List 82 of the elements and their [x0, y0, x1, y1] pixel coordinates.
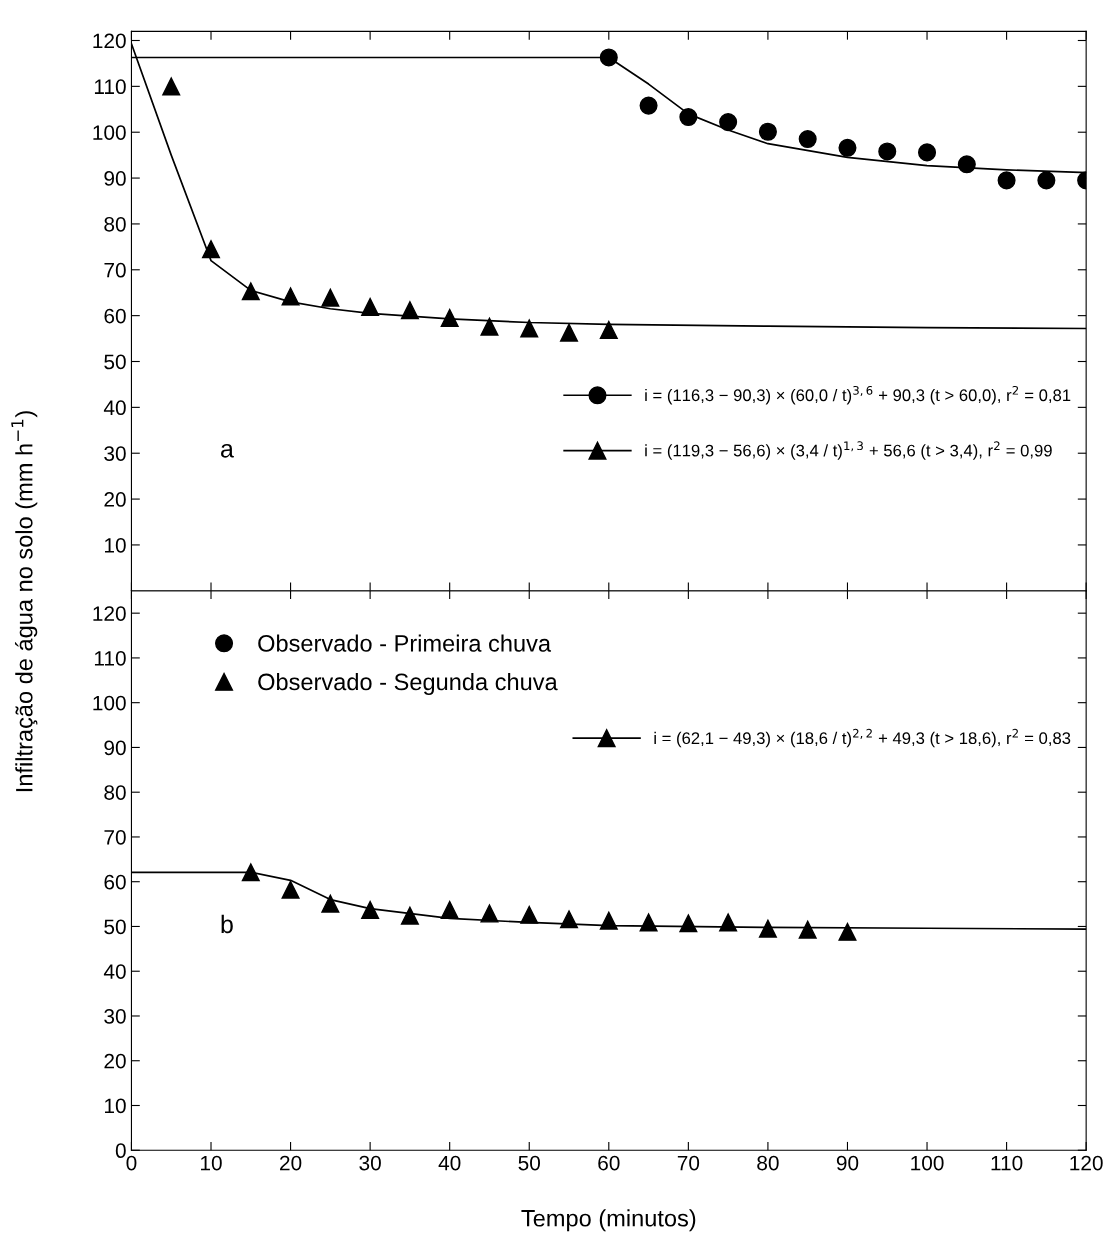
point — [321, 288, 340, 307]
x-tick-label: 120 — [1070, 1155, 1103, 1171]
y-tick-label: 50 — [104, 354, 126, 370]
y-tick-label: 40 — [103, 400, 126, 416]
point — [758, 122, 777, 141]
point — [440, 900, 459, 919]
y-tick-label: 120 — [93, 33, 126, 49]
y-tick-label: 50 — [104, 919, 126, 935]
point — [400, 301, 419, 320]
y-tick-label: 10 — [105, 537, 126, 553]
point — [440, 308, 459, 327]
point — [559, 323, 579, 342]
y-tick-label: 20 — [104, 1053, 126, 1069]
y-tick-label: 70 — [104, 262, 126, 278]
y-tick-label: 120 — [93, 606, 126, 621]
legend-label: i = (116,3 − 90,3) × (60,0 / t)$^{3,6}$ + 90,3 (t > 60,0), r$^{2}$ = 0,81 — [645, 385, 1071, 405]
y-tick-label: 90 — [104, 171, 126, 186]
y-tick-label: 10 — [105, 1098, 126, 1114]
x-tick-label: 60 — [598, 1155, 620, 1171]
point — [798, 920, 817, 939]
point — [281, 287, 300, 306]
point — [599, 320, 618, 339]
y-tick-label: 60 — [104, 874, 126, 890]
y-tick-label: 100 — [93, 125, 126, 140]
point — [798, 130, 817, 149]
point — [957, 155, 976, 174]
point — [281, 880, 300, 899]
x-tick-label: 80 — [757, 1155, 779, 1171]
y-tick-label: 60 — [104, 308, 126, 324]
y-tick-label: 80 — [104, 216, 126, 232]
point — [400, 906, 419, 925]
point — [758, 919, 777, 938]
x-tick-label: 110 — [991, 1155, 1023, 1171]
x-tick-label: 100 — [911, 1155, 944, 1171]
legend-label: Observado - Segunda chuva — [258, 672, 558, 695]
point — [520, 905, 539, 924]
point — [361, 297, 380, 316]
point — [321, 894, 340, 913]
point — [361, 900, 380, 919]
point — [1037, 171, 1056, 190]
y-tick-label: 110 — [94, 79, 126, 95]
y-tick-label: 90 — [104, 740, 126, 756]
legend-label: i = (119,3 − 56,6) × (3,4 / t)$^{1,3}$ + 56,6 (t > 3,4), r$^{2}$ = 0,99 — [645, 441, 1052, 460]
y-tick-label: 110 — [94, 650, 126, 666]
y-tick-label: 30 — [104, 446, 126, 461]
point — [520, 319, 539, 338]
point — [201, 240, 221, 259]
y-axis-title: Infiltração de água no solo (mm h$^{−1}$) — [11, 411, 38, 792]
point — [480, 317, 499, 336]
y-tick-label: 30 — [104, 1008, 126, 1024]
point — [639, 96, 658, 115]
point — [838, 138, 857, 157]
x-tick-label: 0 — [126, 1155, 137, 1171]
y-tick-label: 80 — [104, 785, 126, 800]
x-tick-label: 70 — [677, 1155, 700, 1171]
point — [679, 914, 698, 933]
point — [719, 113, 738, 132]
point — [838, 922, 857, 941]
x-tick-label: 30 — [359, 1155, 381, 1171]
x-axis-title: Tempo (minutos) — [521, 1209, 696, 1232]
x-tick-label: 20 — [280, 1155, 302, 1171]
point — [241, 282, 260, 301]
y-tick-label: 100 — [93, 695, 126, 711]
legend-label: Observado - Primeira chuva — [258, 634, 552, 652]
point — [918, 143, 937, 162]
point — [599, 48, 618, 67]
point — [679, 108, 698, 127]
x-tick-label: 40 — [438, 1155, 461, 1171]
x-tick-label: 10 — [201, 1155, 222, 1171]
y-tick-label: 20 — [104, 492, 126, 507]
legend-label: i = (62,1 − 49,3) × (18,6 / t)$^{2,2}$ + 49,3 (t > 18,6), r$^{2}$ = 0,83 — [654, 728, 1071, 748]
y-tick-label: 70 — [104, 829, 126, 845]
y-tick-label: 0 — [115, 1143, 126, 1159]
x-tick-label: 50 — [518, 1155, 541, 1171]
annotation: a — [221, 443, 234, 458]
point — [162, 77, 181, 96]
annotation: b — [221, 914, 233, 934]
point — [997, 171, 1016, 190]
point — [599, 911, 618, 930]
y-tick-label: 40 — [103, 964, 126, 979]
x-tick-label: 90 — [836, 1155, 859, 1171]
point — [878, 142, 897, 161]
